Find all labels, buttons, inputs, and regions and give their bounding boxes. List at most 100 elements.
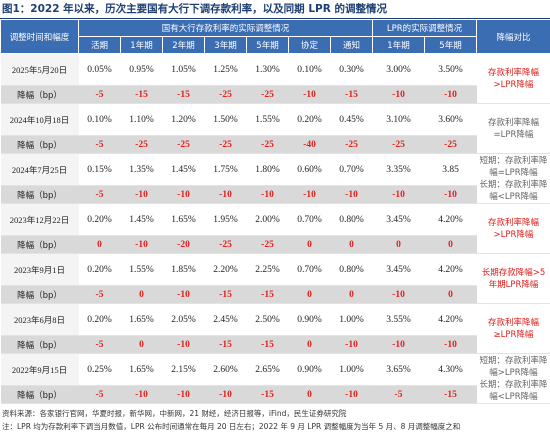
rate-cell: 1.65% [162, 203, 205, 236]
rate-cell: 1.95% [204, 203, 247, 236]
rate-cell: 1.55% [120, 253, 163, 286]
decrease-cell: -20 [162, 235, 205, 254]
decrease-label: 降幅（bp） [0, 385, 79, 404]
decrease-cell: 0 [120, 285, 163, 304]
decrease-cell: -15 [246, 285, 289, 304]
rate-cell: 2.65% [246, 353, 289, 386]
rate-cell: 0.90% [288, 303, 331, 336]
data-row: 2022年9月15日 0.25% 1.65% 2.15% 2.60% 2.65% 0.90%… [0, 353, 550, 404]
column-header: 5年期 [424, 36, 477, 54]
decrease-cell: -15 [330, 85, 373, 104]
decrease-cell: -5 [78, 85, 121, 104]
comparison-text: 短期：存款利率降幅>LPR降幅 [479, 355, 548, 378]
rate-cell: 2.00% [246, 203, 289, 236]
comparison-text: 存款利率降幅>LPR降幅 [487, 67, 539, 90]
decrease-cell: -10 [204, 185, 247, 204]
column-header: 2年期 [162, 36, 205, 54]
rate-cell: 0.25% [78, 353, 121, 386]
rate-cell: 3.35% [372, 153, 425, 186]
rate-cell: 2.05% [162, 303, 205, 336]
rate-cell: 3.85 [424, 153, 477, 186]
decrease-label: 降幅（bp） [0, 185, 79, 204]
decrease-row: 降幅（bp） -5 -15 -15 -25 -25 -10 -15 -10 -10 [0, 85, 550, 104]
note: 注：LPR 均为存款利率下调当月数值，LPR 公布时间通常在每月 20 日左右；… [2, 422, 461, 431]
decrease-cell: -25 [162, 135, 205, 154]
rate-cell: 1.65% [120, 353, 163, 386]
comparison-text: 长期存款降幅>5年期LPR降幅 [481, 267, 546, 290]
decrease-cell: -5 [78, 335, 121, 354]
data-row: 2024年7月25日 0.15% 1.35% 1.45% 1.75% 1.80% 0.60%… [0, 153, 550, 204]
decrease-cell: -15 [204, 335, 247, 354]
decrease-row: 降幅（bp） -5 0 -10 -15 -15 0 -10 -10 -10 [0, 335, 550, 354]
decrease-cell: 0 [288, 385, 331, 404]
date-cell: 2024年10月18日 [0, 103, 79, 136]
column-header: 通知 [330, 36, 373, 54]
compare-header: 降幅对比 [476, 19, 550, 54]
decrease-cell: -40 [288, 135, 331, 154]
rate-cell: 0.10% [288, 53, 331, 86]
rate-cell: 0.20% [288, 103, 331, 136]
group-header: 国有大行存款利率的实际调整情况 [78, 19, 373, 37]
rate-cell: 4.20% [424, 253, 477, 286]
rate-cell: 4.20% [424, 203, 477, 236]
decrease-cell: -25 [424, 135, 477, 154]
decrease-cell: 0 [424, 285, 477, 304]
decrease-cell: -10 [330, 335, 373, 354]
rate-cell: 3.45% [372, 253, 425, 286]
decrease-label: 降幅（bp） [0, 335, 79, 354]
data-row: 2024年10月18日 0.10% 1.10% 1.20% 1.50% 1.55% 0.20… [0, 103, 550, 154]
decrease-label: 降幅（bp） [0, 235, 79, 254]
comparison-text: 存款利率降幅>LPR降幅 [487, 217, 539, 240]
rate-cell: 2.20% [204, 253, 247, 286]
rate-cell: 4.30% [424, 353, 477, 386]
decrease-cell: 0 [120, 335, 163, 354]
rate-cell: 1.30% [246, 53, 289, 86]
decrease-cell: -5 [78, 185, 121, 204]
rate-cell: 2.25% [246, 253, 289, 286]
comparison-text: 短期：存款利率降幅=LPR降幅 [479, 155, 548, 178]
decrease-cell: -5 [78, 135, 121, 154]
decrease-row: 降幅（bp） 0 -10 -20 -25 -25 0 0 0 0 [0, 235, 550, 254]
rate-cell: 0.70% [288, 203, 331, 236]
table: 调整时间和幅度 国有大行存款利率的实际调整情况 LPR的实际调整情况 降幅对比 … [0, 19, 550, 404]
rate-cell: 0.60% [288, 153, 331, 186]
decrease-row: 降幅（bp） -5 -10 -10 -10 -15 0 -10 -5 -15 [0, 385, 550, 404]
comparison-cell: 存款利率降幅=LPR降幅 [476, 103, 550, 154]
source: 资料来源：各家银行官网，华夏时报，新华网，中新网，21 财经，经济日报等，iFi… [2, 409, 347, 418]
rate-cell: 3.55% [372, 303, 425, 336]
decrease-cell: -15 [162, 85, 205, 104]
data-row: 2023年6月8日 0.20% 1.65% 2.05% 2.45% 2.50% 0.90% 1… [0, 303, 550, 354]
comparison-text: 长期：存款利率降幅<LPR降幅 [479, 379, 548, 402]
decrease-cell: -10 [424, 185, 477, 204]
rate-cell: 1.25% [204, 53, 247, 86]
decrease-cell: 0 [424, 235, 477, 254]
rate-cell: 1.00% [330, 353, 373, 386]
decrease-cell: -25 [246, 135, 289, 154]
decrease-cell: 0 [288, 235, 331, 254]
decrease-label: 降幅（bp） [0, 135, 79, 154]
rate-cell: 0.20% [78, 303, 121, 336]
rate-cell: 1.35% [120, 153, 163, 186]
rate-cell: 2.45% [204, 303, 247, 336]
decrease-cell: -25 [330, 135, 373, 154]
rate-cell: 3.65% [372, 353, 425, 386]
decrease-cell: -15 [424, 385, 477, 404]
comparison-cell: 存款利率降幅>LPR降幅 [476, 53, 550, 104]
decrease-cell: -25 [204, 135, 247, 154]
decrease-cell: -10 [330, 185, 373, 204]
rate-cell: 1.55% [246, 103, 289, 136]
rate-cell: 0.80% [330, 253, 373, 286]
decrease-cell: -10 [288, 185, 331, 204]
rate-cell: 3.00% [372, 53, 425, 86]
date-cell: 2025年5月20日 [0, 53, 79, 86]
decrease-cell: -10 [162, 335, 205, 354]
decrease-cell: -10 [120, 235, 163, 254]
column-header: 活期 [78, 36, 121, 54]
decrease-cell: 0 [330, 285, 373, 304]
rate-cell: 1.50% [204, 103, 247, 136]
data-row: 2025年5月20日 0.05% 0.95% 1.05% 1.25% 1.30% 0.10%… [0, 53, 550, 104]
rate-cell: 0.05% [78, 53, 121, 86]
comparison-text: 存款利率降幅=LPR降幅 [487, 117, 539, 140]
decrease-cell: -10 [424, 335, 477, 354]
